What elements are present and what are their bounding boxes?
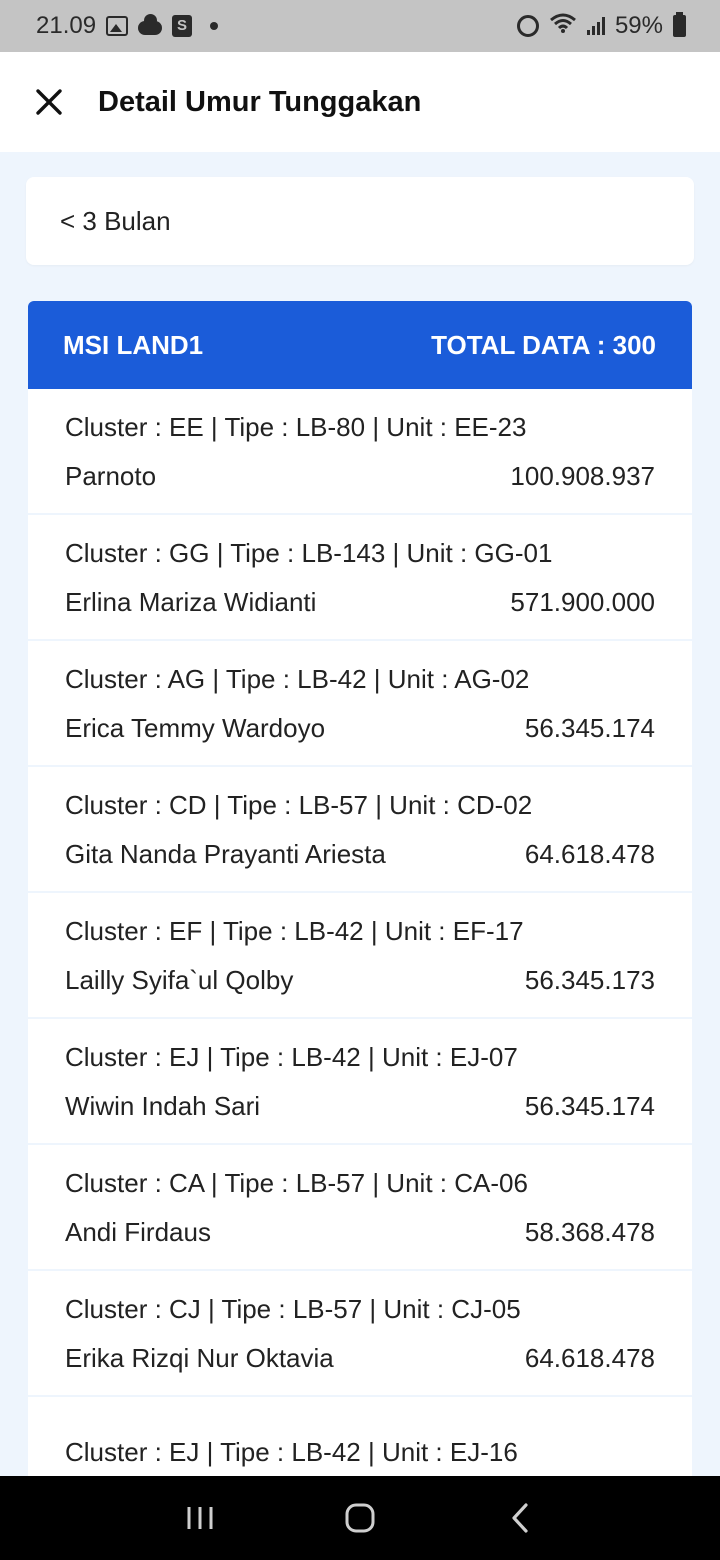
age-filter-select[interactable]: < 3 Bulan: [26, 177, 694, 265]
arrears-amount: 100.908.937: [510, 460, 655, 491]
status-time: 21.09: [36, 12, 97, 39]
unit-info: Cluster : CJ | Tipe : LB-57 | Unit : CJ-…: [65, 1293, 521, 1324]
status-bar: 21.09 S 59%: [0, 0, 720, 52]
total-data-label: TOTAL DATA : 300: [431, 329, 656, 360]
list-item[interactable]: Cluster : CD | Tipe : LB-57 | Unit : CD-…: [28, 767, 692, 891]
customer-name: Lailly Syifa`ul Qolby: [65, 964, 294, 995]
arrears-list-card: MSI LAND1 TOTAL DATA : 300 Cluster : EE …: [28, 301, 692, 1476]
app-bar: Detail Umur Tunggakan: [0, 52, 720, 152]
unit-info: Cluster : EJ | Tipe : LB-42 | Unit : EJ-…: [65, 1436, 518, 1467]
home-button[interactable]: [330, 1488, 390, 1548]
recent-apps-icon: [187, 1507, 213, 1529]
list-item[interactable]: Cluster : EJ | Tipe : LB-42 | Unit : EJ-…: [28, 1019, 692, 1143]
arrears-amount: 64.618.478: [524, 1342, 655, 1373]
unit-info: Cluster : EF | Tipe : LB-42 | Unit : EF-…: [65, 915, 524, 946]
customer-name: Parnoto: [65, 460, 157, 491]
list-item[interactable]: Cluster : EF | Tipe : LB-42 | Unit : EF-…: [28, 893, 692, 1017]
alarm-icon: [516, 15, 539, 37]
cloud-notification-icon: [138, 14, 163, 35]
arrears-amount: 56.345.174: [524, 1090, 655, 1121]
list-item[interactable]: Cluster : EE | Tipe : LB-80 | Unit : EE-…: [28, 389, 692, 513]
arrears-amount: 56.345.173: [524, 964, 655, 995]
page-title: Detail Umur Tunggakan: [98, 85, 422, 118]
list-item[interactable]: Cluster : CJ | Tipe : LB-57 | Unit : CJ-…: [28, 1271, 692, 1395]
unit-info: Cluster : EE | Tipe : LB-80 | Unit : EE-…: [65, 411, 527, 442]
wifi-icon: [549, 12, 577, 41]
list-header: MSI LAND1 TOTAL DATA : 300: [28, 301, 692, 389]
unit-info: Cluster : CD | Tipe : LB-57 | Unit : CD-…: [65, 789, 533, 820]
list-item[interactable]: Cluster : AG | Tipe : LB-42 | Unit : AG-…: [28, 641, 692, 765]
group-name: MSI LAND1: [63, 329, 204, 360]
more-notifications-icon: [210, 22, 219, 30]
shop-notification-icon: S: [172, 15, 193, 37]
customer-name: Wiwin Indah Sari: [65, 1090, 261, 1121]
signal-icon: [586, 17, 605, 35]
unit-info: Cluster : EJ | Tipe : LB-42 | Unit : EJ-…: [65, 1041, 518, 1072]
unit-info: Cluster : CA | Tipe : LB-57 | Unit : CA-…: [65, 1167, 528, 1198]
customer-name: Erica Temmy Wardoyo: [65, 712, 326, 743]
arrears-rows: Cluster : EE | Tipe : LB-80 | Unit : EE-…: [28, 389, 692, 1476]
arrears-amount: 58.368.478: [524, 1216, 655, 1247]
unit-info: Cluster : GG | Tipe : LB-143 | Unit : GG…: [65, 537, 553, 568]
system-nav-bar: [0, 1476, 720, 1560]
back-button[interactable]: [490, 1488, 550, 1548]
battery-icon: [673, 12, 686, 37]
close-icon: [36, 89, 62, 115]
recent-apps-button[interactable]: [170, 1488, 230, 1548]
customer-name: Erlina Mariza Widianti: [65, 586, 317, 617]
customer-name: Gita Nanda Prayanti Ariesta: [65, 838, 386, 869]
status-right: 59%: [516, 12, 686, 41]
age-filter-value: < 3 Bulan: [60, 205, 171, 236]
status-left: 21.09 S: [36, 12, 219, 40]
back-icon: [512, 1503, 528, 1533]
list-item[interactable]: Cluster : EJ | Tipe : LB-42 | Unit : EJ-…: [28, 1397, 692, 1476]
close-button[interactable]: [17, 70, 81, 134]
customer-name: Erika Rizqi Nur Oktavia: [65, 1342, 334, 1373]
unit-info: Cluster : AG | Tipe : LB-42 | Unit : AG-…: [65, 663, 530, 694]
arrears-amount: 64.618.478: [524, 838, 655, 869]
customer-name: Andi Firdaus: [65, 1216, 211, 1247]
home-icon: [345, 1503, 375, 1533]
list-item[interactable]: Cluster : CA | Tipe : LB-57 | Unit : CA-…: [28, 1145, 692, 1269]
battery-percent: 59%: [614, 12, 663, 39]
arrears-amount: 571.900.000: [510, 586, 655, 617]
arrears-amount: 56.345.174: [524, 712, 655, 743]
list-item[interactable]: Cluster : GG | Tipe : LB-143 | Unit : GG…: [28, 515, 692, 639]
image-notification-icon: [106, 16, 129, 36]
